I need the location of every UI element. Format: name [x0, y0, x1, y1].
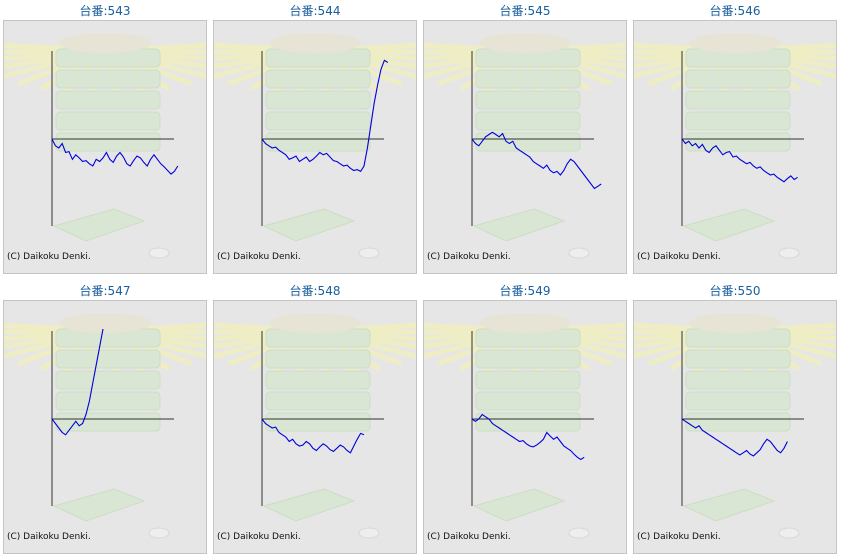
- chart-cell: 台番:549 (C) Daikoku Denki.: [420, 280, 630, 560]
- chart-svg: [634, 33, 836, 259]
- copyright-text: (C) Daikoku Denki.: [637, 252, 721, 262]
- chart-title: 台番:547: [79, 284, 131, 298]
- chart-svg: [4, 313, 206, 539]
- chart-cell: 台番:545 (C) Daikoku Denki.: [420, 0, 630, 280]
- chart-title: 台番:549: [499, 284, 551, 298]
- chart-cell: 台番:547 (C) Daikoku Denki.: [0, 280, 210, 560]
- series-line: [471, 131, 602, 190]
- background-art: [214, 313, 416, 539]
- background-art: [634, 313, 836, 539]
- chart-panel: (C) Daikoku Denki.: [213, 300, 417, 554]
- chart-panel: (C) Daikoku Denki.: [3, 300, 207, 554]
- chart-panel: (C) Daikoku Denki.: [3, 20, 207, 274]
- series-line: [51, 138, 179, 175]
- copyright-text: (C) Daikoku Denki.: [637, 532, 721, 542]
- chart-title: 台番:545: [499, 4, 551, 18]
- chart-title: 台番:546: [709, 4, 761, 18]
- chart-svg: [424, 313, 626, 539]
- chart-svg: [214, 33, 416, 259]
- series-line: [681, 138, 798, 183]
- chart-panel: (C) Daikoku Denki.: [633, 20, 837, 274]
- background-art: [424, 313, 626, 539]
- chart-panel: (C) Daikoku Denki.: [633, 300, 837, 554]
- series-line: [51, 328, 104, 436]
- chart-svg: [424, 33, 626, 259]
- background-art: [214, 33, 416, 259]
- chart-cell: 台番:550 (C) Daikoku Denki.: [630, 280, 840, 560]
- chart-title: 台番:548: [289, 284, 341, 298]
- chart-panel: (C) Daikoku Denki.: [213, 20, 417, 274]
- chart-title: 台番:543: [79, 4, 131, 18]
- chart-cell: 台番:544 (C) Daikoku Denki.: [210, 0, 420, 280]
- series-line: [261, 59, 389, 173]
- series-line: [471, 413, 585, 461]
- copyright-text: (C) Daikoku Denki.: [7, 252, 91, 262]
- series-line: [261, 418, 365, 454]
- background-art: [424, 33, 626, 259]
- chart-cell: 台番:546 (C) Daikoku Denki.: [630, 0, 840, 280]
- chart-title: 台番:550: [709, 284, 761, 298]
- chart-svg: [634, 313, 836, 539]
- chart-cell: 台番:548 (C) Daikoku Denki.: [210, 280, 420, 560]
- background-art: [4, 313, 206, 539]
- chart-svg: [4, 33, 206, 259]
- chart-svg: [214, 313, 416, 539]
- copyright-text: (C) Daikoku Denki.: [427, 252, 511, 262]
- chart-cell: 台番:543 (C) Daikoku Denki.: [0, 0, 210, 280]
- copyright-text: (C) Daikoku Denki.: [427, 532, 511, 542]
- chart-title: 台番:544: [289, 4, 341, 18]
- chart-panel: (C) Daikoku Denki.: [423, 20, 627, 274]
- background-art: [634, 33, 836, 259]
- series-line: [681, 418, 788, 457]
- copyright-text: (C) Daikoku Denki.: [217, 532, 301, 542]
- copyright-text: (C) Daikoku Denki.: [217, 252, 301, 262]
- background-art: [4, 33, 206, 259]
- chart-panel: (C) Daikoku Denki.: [423, 300, 627, 554]
- copyright-text: (C) Daikoku Denki.: [7, 532, 91, 542]
